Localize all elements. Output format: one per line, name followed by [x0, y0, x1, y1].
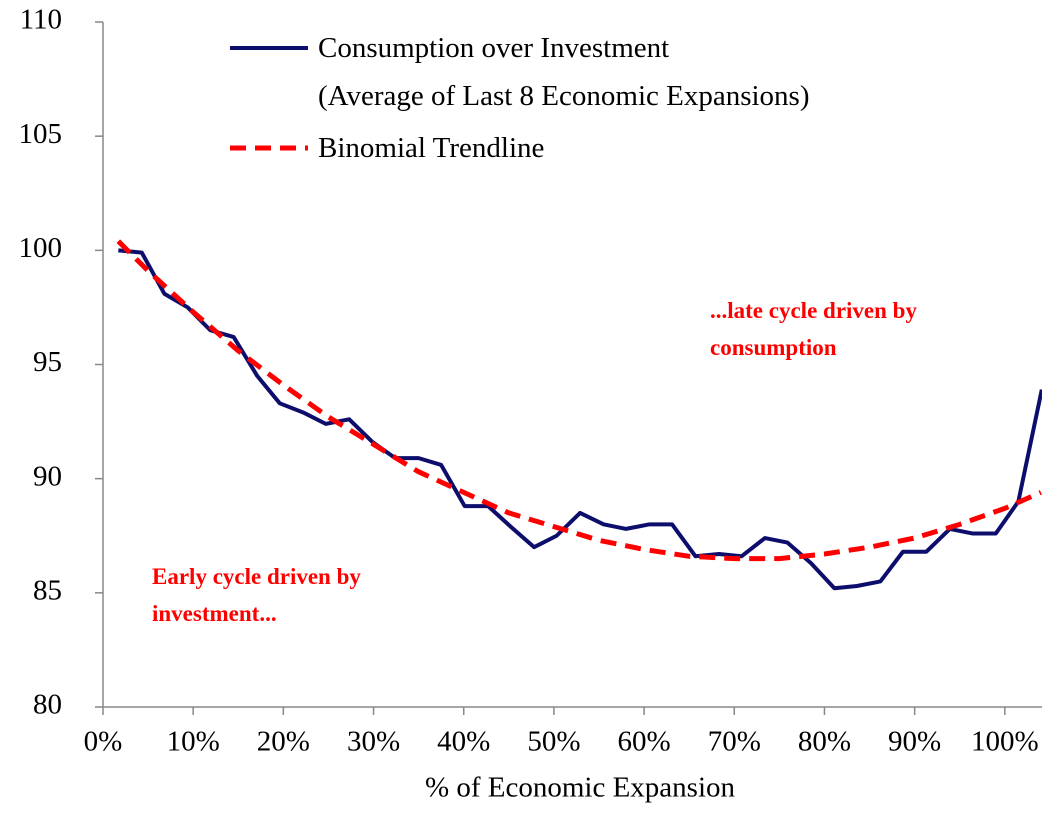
x-tick-label: 20% [257, 726, 310, 758]
x-tick-label: 0% [84, 726, 123, 758]
x-tick-label: 80% [798, 726, 851, 758]
y-tick-label: 110 [20, 4, 62, 36]
x-tick-label: 30% [347, 726, 400, 758]
annotation: ...late cycle driven by consumption [710, 298, 917, 360]
y-tick-label: 90 [33, 460, 62, 492]
x-tick-label: 100% [971, 726, 1039, 758]
x-tick-label: 70% [708, 726, 761, 758]
legend-label: Binomial Trendline [318, 132, 545, 164]
x-tick-label: 60% [618, 726, 671, 758]
x-tick-label: 90% [888, 726, 941, 758]
y-tick-label: 105 [19, 118, 63, 150]
series-line [116, 239, 1042, 562]
x-tick-label: 50% [527, 726, 580, 758]
annotation: Early cycle driven by investment... [152, 564, 361, 626]
y-tick-label: 80 [33, 689, 62, 721]
y-tick-label: 95 [33, 346, 62, 378]
series-line [118, 248, 1042, 591]
y-tick-label: 85 [33, 574, 62, 606]
y-tick-label: 100 [19, 232, 63, 264]
x-tick-label: 10% [167, 726, 220, 758]
x-tick-label: 40% [437, 726, 490, 758]
x-axis-title: % of Economic Expansion [425, 772, 736, 804]
legend-label: Consumption over Investment (Average of … [318, 32, 810, 112]
